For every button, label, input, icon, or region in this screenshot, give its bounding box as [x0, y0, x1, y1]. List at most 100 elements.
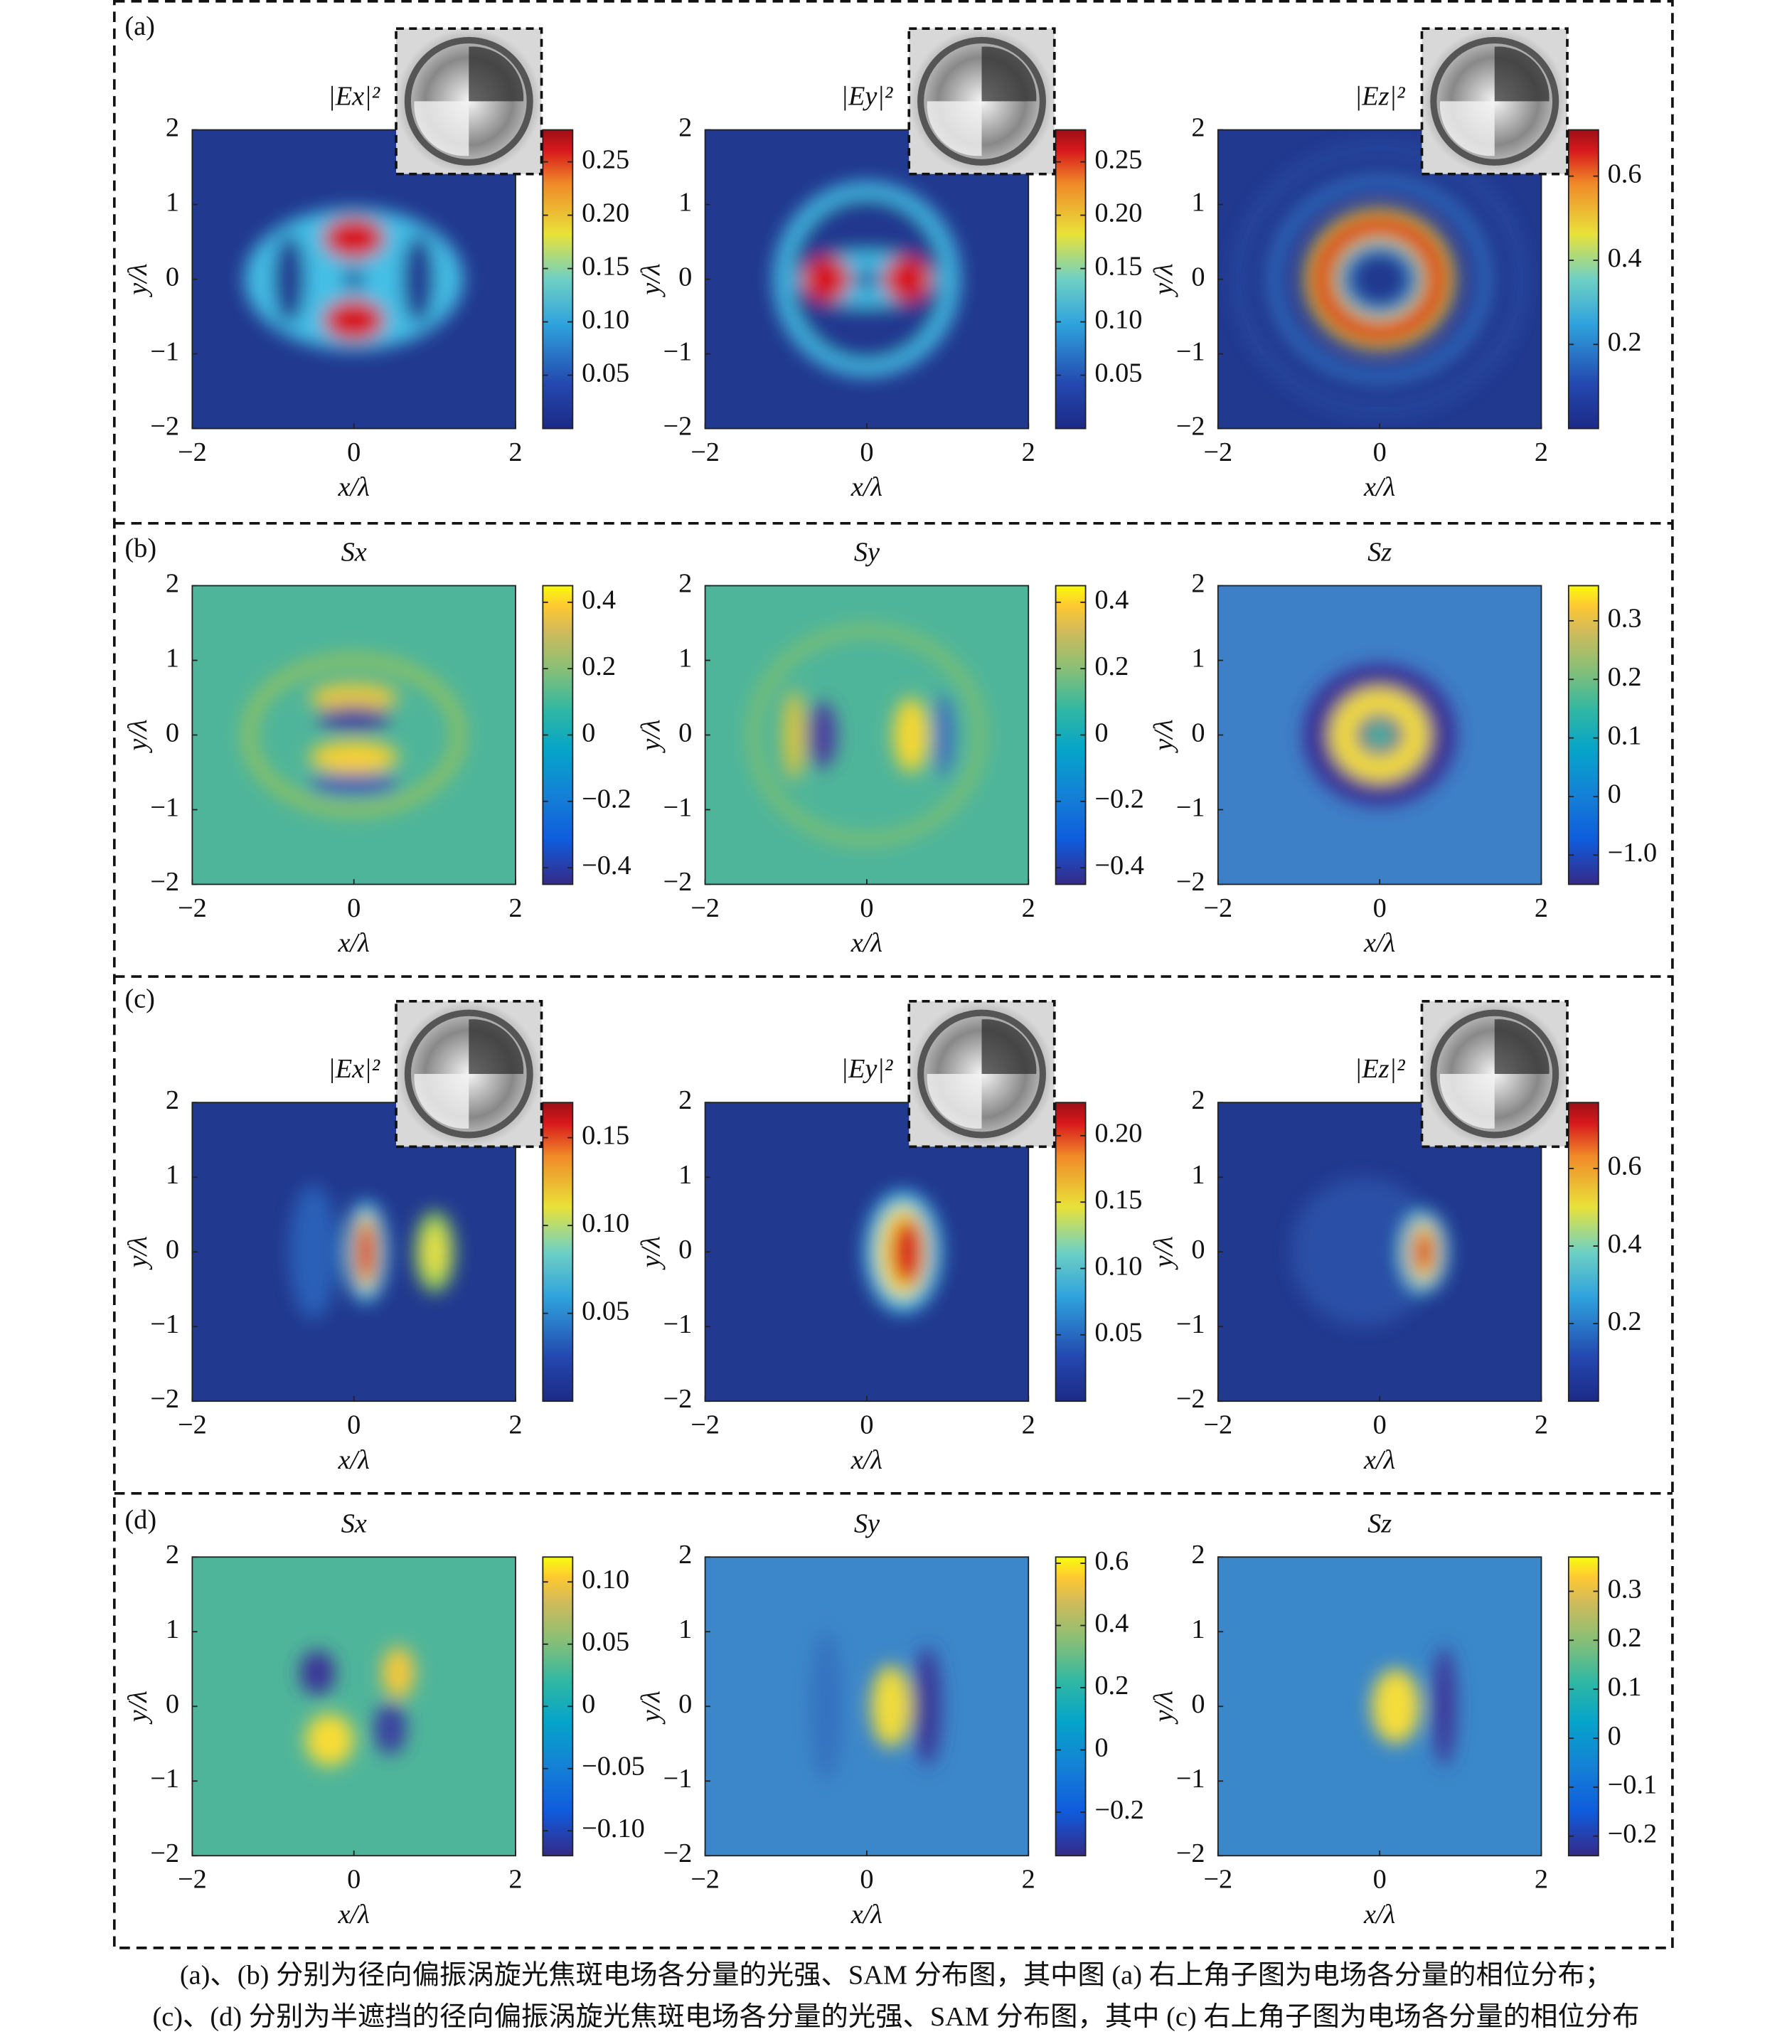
x-tick-label: −2: [1203, 1865, 1232, 1895]
field-feature: [309, 773, 399, 794]
heatmap-background: [192, 1557, 516, 1856]
panel-title: |Ex|²: [328, 1054, 380, 1084]
colorbar-tick-label: −0.10: [582, 1814, 645, 1843]
y-axis-label: y/λ: [123, 719, 153, 753]
x-tick-label: 0: [1373, 437, 1387, 467]
y-tick-label: 2: [166, 1085, 179, 1115]
field-feature: [305, 1713, 354, 1767]
heatmap-features: [864, 1191, 942, 1314]
panel-label: (b): [124, 533, 156, 563]
x-axis-label: x/λ: [338, 472, 370, 502]
colorbar-tick-label: 0.20: [1094, 198, 1142, 228]
panel-label: (a): [124, 11, 155, 41]
colorbar: [1055, 1556, 1087, 1857]
field-feature: [273, 234, 306, 324]
inset-sector: [469, 46, 524, 102]
y-tick-label: 1: [166, 1614, 179, 1644]
colorbar-tick-label: 0.15: [582, 1120, 629, 1150]
y-tick-label: −1: [1176, 1309, 1205, 1339]
x-tick-label: −2: [690, 1865, 720, 1895]
colorbar: [1055, 129, 1087, 430]
y-tick-label: −1: [150, 336, 179, 366]
y-tick-label: −2: [150, 1384, 179, 1414]
y-tick-label: −2: [663, 867, 693, 897]
field-feature: [882, 257, 932, 302]
y-axis-label: y/λ: [1149, 1236, 1179, 1270]
y-tick-label: −2: [663, 1838, 693, 1868]
colorbar-tick-label: 0.10: [582, 1565, 629, 1595]
y-tick-label: −1: [663, 1764, 693, 1794]
y-tick-label: −2: [150, 867, 179, 897]
inset-sector: [1494, 1019, 1550, 1075]
colorbar-tick-label: 0.1: [1608, 720, 1642, 750]
y-tick-label: 2: [1191, 1540, 1205, 1570]
x-axis-label: x/λ: [1363, 1445, 1395, 1475]
inset-sector: [1494, 46, 1550, 102]
field-feature: [856, 269, 878, 289]
field-feature: [782, 690, 806, 780]
colorbar: [542, 1102, 574, 1402]
y-tick-label: −1: [663, 336, 693, 366]
field-feature: [934, 693, 954, 777]
x-axis-label: x/λ: [1363, 472, 1395, 502]
panel-title: |Ez|²: [1355, 1054, 1405, 1084]
y-tick-label: 1: [678, 643, 692, 673]
colorbar: [1567, 129, 1599, 430]
colorbar-tick-label: 0.2: [1094, 651, 1129, 681]
x-tick-label: 0: [1373, 893, 1387, 923]
field-feature: [323, 299, 385, 341]
colorbar-tick-label: −0.2: [1094, 784, 1144, 814]
field-feature: [1311, 215, 1449, 344]
field-feature: [1330, 688, 1429, 782]
panel-title: |Ex|²: [328, 82, 380, 112]
y-tick-label: 0: [678, 262, 692, 292]
field-feature: [801, 257, 851, 302]
x-tick-label: 2: [1535, 437, 1548, 467]
panel-title: Sz: [1367, 1508, 1392, 1538]
inset-border: [395, 999, 543, 1149]
x-axis-label: x/λ: [1363, 1900, 1395, 1929]
inset-sector: [927, 101, 982, 156]
colorbar-tick-label: −0.1: [1608, 1770, 1658, 1800]
heatmap: [1217, 1557, 1542, 1856]
field-feature: [1414, 1229, 1434, 1274]
panel-title: Sx: [341, 1508, 367, 1538]
x-axis-label: x/λ: [338, 928, 370, 958]
panel-label: (d): [124, 1505, 156, 1535]
colorbar-tick-label: 0.6: [1094, 1546, 1129, 1576]
colorbar-tick-label: 0.05: [582, 1296, 629, 1326]
colorbar-tick-label: 0.10: [1094, 1251, 1142, 1281]
phase-inset: [907, 27, 1056, 176]
y-tick-label: −1: [663, 792, 693, 822]
y-tick-label: −1: [1176, 336, 1205, 366]
heatmap-features: [299, 1646, 415, 1767]
heatmap-features: [774, 182, 960, 377]
y-tick-label: 1: [1191, 1614, 1205, 1644]
heatmap-features: [289, 1184, 455, 1319]
x-tick-label: 0: [1373, 1865, 1387, 1895]
colorbar-tick-label: 0.4: [1094, 585, 1129, 615]
x-tick-label: 2: [1535, 1865, 1548, 1895]
caption-line: (a)、(b) 分别为径向偏振涡旋光焦斑电场各分量的光强、SAM 分布图，其中图…: [180, 1960, 1612, 1991]
x-tick-label: 0: [347, 893, 361, 923]
heatmap: [192, 1102, 516, 1402]
field-feature: [425, 1225, 444, 1278]
y-axis-label: y/λ: [636, 1236, 666, 1270]
field-feature: [1233, 144, 1526, 415]
y-axis-label: y/λ: [123, 263, 153, 297]
heatmap: [1217, 129, 1542, 429]
colorbar-tick-label: 0.2: [1094, 1671, 1129, 1700]
y-tick-label: 0: [1191, 1235, 1205, 1265]
field-feature: [343, 269, 365, 289]
x-tick-label: −2: [1203, 437, 1232, 467]
inset-sector: [1439, 101, 1495, 156]
colorbar: [1567, 1102, 1599, 1402]
x-tick-label: 2: [1022, 893, 1035, 923]
colorbar-tick-label: 0.05: [582, 358, 629, 388]
y-tick-label: 2: [678, 1085, 692, 1115]
colorbar-tick-label: 0.10: [1094, 304, 1142, 334]
colorbar-tick-label: 0.05: [582, 1627, 629, 1657]
x-tick-label: −2: [178, 893, 207, 923]
y-tick-label: 0: [1191, 718, 1205, 747]
y-tick-label: −1: [1176, 792, 1205, 822]
